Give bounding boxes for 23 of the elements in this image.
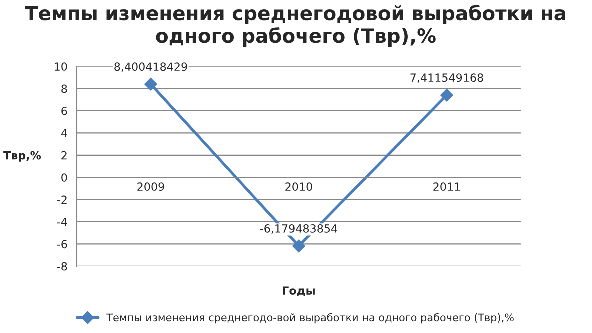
y-tick-label: 0 <box>62 174 68 182</box>
y-tick-label: 10 <box>55 62 68 71</box>
point <box>144 78 158 91</box>
y-axis-title: Твр,% <box>4 151 42 162</box>
x-tick-label: 2009 <box>138 182 164 192</box>
y-tick-label: -6 <box>57 240 68 249</box>
y-tick-label: -8 <box>57 262 68 271</box>
y-tick-label: -2 <box>57 196 67 204</box>
data-label: 7,411549168 <box>410 74 484 84</box>
y-tick-label: 8 <box>62 84 68 94</box>
x-tick-label: 2010 <box>286 182 312 192</box>
data-label: -6,179483854 <box>260 224 338 234</box>
y-tick-label: 6 <box>62 106 68 116</box>
y-tick-label: -4 <box>57 218 68 226</box>
point <box>292 240 306 253</box>
point <box>440 88 454 102</box>
legend-label: Темпы изменения среднегодо-вой выработки на одного рабочего (Твр),% <box>106 313 514 324</box>
x-tick-label: 2011 <box>434 182 460 192</box>
x-axis-title: Годы <box>283 286 315 296</box>
chart-title: Темпы изменения среднегодовой выработки на одного рабочего (Твр),% <box>25 4 566 47</box>
y-tick-label: 4 <box>61 129 68 138</box>
data-label: 8,400418429 <box>114 62 188 72</box>
y-tick-label: 2 <box>62 151 67 160</box>
